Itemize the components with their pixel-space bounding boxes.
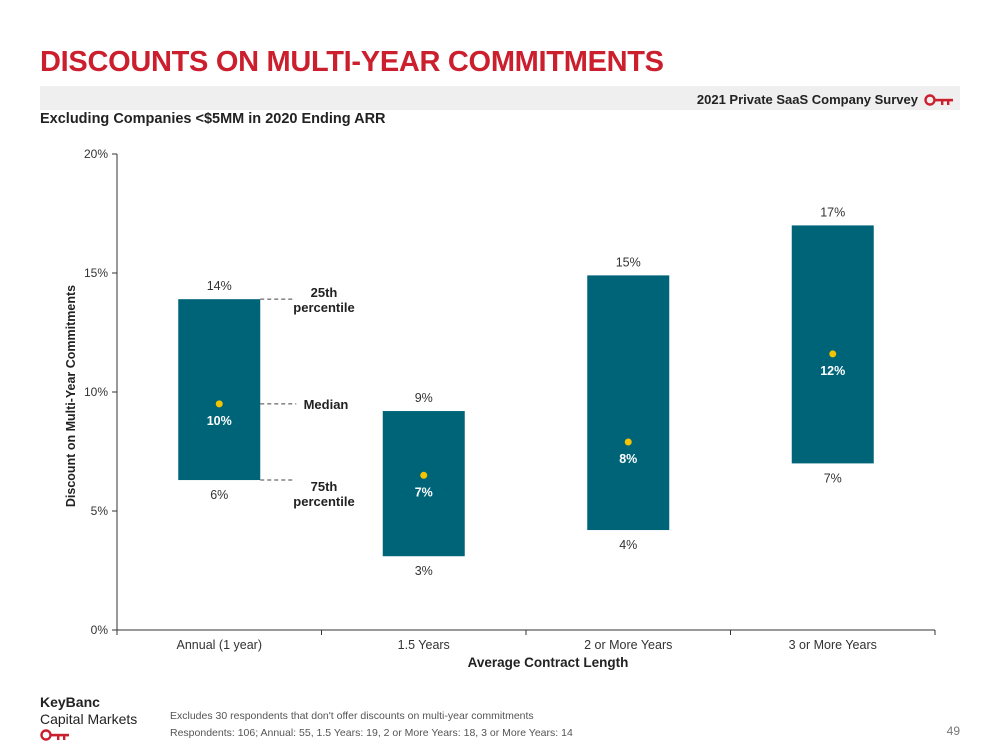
median-label: 10%: [207, 414, 232, 428]
x-tick-label: Annual (1 year): [177, 638, 262, 652]
logo-line-1: KeyBanc: [40, 694, 100, 710]
x-tick-label: 1.5 Years: [398, 638, 450, 652]
range-bar: [587, 275, 670, 531]
y-tick-label: 5%: [91, 504, 109, 518]
key-logo-icon: [40, 729, 69, 741]
annotation-median: Median: [304, 397, 349, 412]
survey-label: 2021 Private SaaS Company Survey: [696, 92, 918, 107]
footnote-respondents: Respondents: 106; Annual: 55, 1.5 Years:…: [170, 727, 573, 739]
annotation-top-line2: percentile: [293, 300, 354, 315]
median-label: 7%: [415, 485, 433, 499]
page-number: 49: [946, 724, 960, 738]
range-bar: [791, 225, 874, 464]
key-icon: [924, 94, 953, 106]
x-axis-label: Average Contract Length: [468, 655, 629, 670]
low-label: 4%: [619, 538, 637, 552]
annotation-top-line1: 25th: [311, 285, 338, 300]
median-dot: [420, 471, 428, 479]
range-bar: [178, 299, 261, 481]
high-label: 17%: [820, 205, 845, 219]
y-tick-label: 0%: [91, 623, 109, 637]
x-tick-label: 2 or More Years: [584, 638, 672, 652]
y-axis-label: Discount on Multi-Year Commitments: [64, 285, 78, 507]
median-label: 8%: [619, 452, 637, 466]
x-tick-label: 3 or More Years: [789, 638, 877, 652]
annotation-bottom-line1: 75th: [311, 479, 338, 494]
keybanc-logo: KeyBanc Capital Markets: [40, 694, 137, 728]
chart-subtitle: Excluding Companies <$5MM in 2020 Ending…: [40, 111, 386, 127]
low-label: 7%: [824, 471, 842, 485]
y-tick-label: 15%: [84, 266, 108, 280]
annotation-bottom-line2: percentile: [293, 494, 354, 509]
high-label: 9%: [415, 391, 433, 405]
low-label: 6%: [210, 488, 228, 502]
y-tick-label: 20%: [84, 147, 108, 161]
median-dot: [215, 400, 223, 408]
median-label: 12%: [820, 364, 845, 378]
footnote-exclusion: Excludes 30 respondents that don't offer…: [170, 710, 534, 722]
y-tick-label: 10%: [84, 385, 108, 399]
high-label: 15%: [616, 255, 641, 269]
high-label: 14%: [207, 279, 232, 293]
page-title: DISCOUNTS ON MULTI-YEAR COMMITMENTS: [40, 46, 664, 78]
low-label: 3%: [415, 564, 433, 578]
median-dot: [829, 350, 837, 358]
range-bar: [382, 411, 465, 557]
survey-banner: [40, 86, 960, 110]
range-bar-chart: 0% 5% 10% 15% 20% Discount on Multi-Year Comm…: [64, 147, 936, 670]
median-dot: [624, 438, 632, 446]
logo-line-2: Capital Markets: [40, 711, 138, 727]
